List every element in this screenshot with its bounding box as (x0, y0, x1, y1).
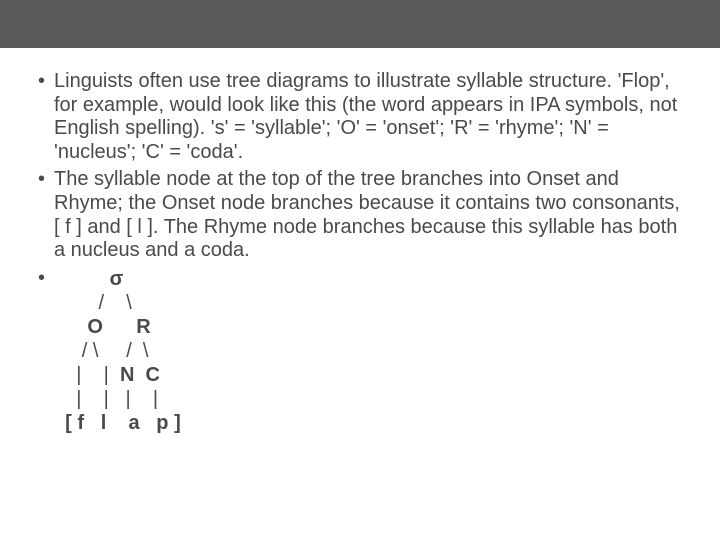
slide-content: Linguists often use tree diagrams to ill… (0, 48, 720, 435)
syllable-tree: σ / \ O R / \ / \ | | N C | | | | [ f l … (54, 267, 682, 435)
paragraph-2: The syllable node at the top of the tree… (54, 168, 682, 262)
paragraph-1: Linguists often use tree diagrams to ill… (54, 70, 682, 164)
paragraph-1-text: Linguists often use tree diagrams to ill… (54, 70, 677, 163)
header-bar (0, 0, 720, 48)
tree-diagram-block: σ / \ O R / \ / \ | | N C | | | | [ f l … (54, 267, 682, 435)
paragraph-2-text: The syllable node at the top of the tree… (54, 168, 680, 261)
